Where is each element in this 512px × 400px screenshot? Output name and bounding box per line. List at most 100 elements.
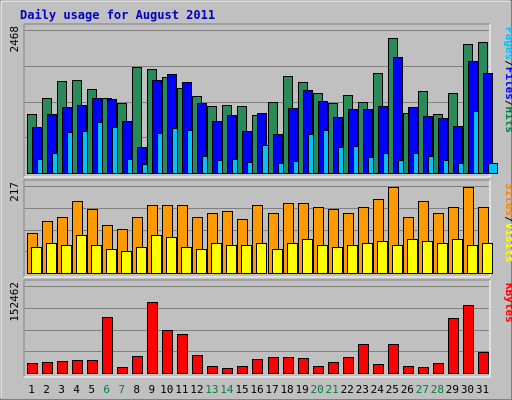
- bar-sites-30: [467, 245, 478, 274]
- bar-sites-5: [91, 245, 102, 274]
- legend-item: /: [503, 60, 512, 67]
- bar-sites-25: [392, 245, 403, 274]
- bar-sites-6: [106, 249, 117, 274]
- bar-kbytes-13: [207, 366, 218, 374]
- bar-sites-31: [482, 243, 493, 274]
- bar-sites-16: [256, 243, 267, 274]
- bar-sites-24: [377, 241, 388, 274]
- x-tick-label-28: 28: [431, 383, 444, 396]
- x-tick-label-30: 30: [461, 383, 474, 396]
- x-tick-label-10: 10: [160, 383, 173, 396]
- bar-kbytes-11: [177, 334, 188, 374]
- x-tick-label-13: 13: [205, 383, 218, 396]
- bar-kbytes-23: [358, 344, 369, 374]
- legend-item: KBytes: [503, 283, 512, 323]
- x-tick-label-29: 29: [446, 383, 459, 396]
- legend-item: Pages: [503, 27, 512, 60]
- bar-kbytes-6: [102, 317, 113, 374]
- bar-sites-22: [347, 245, 358, 274]
- x-tick-label-4: 4: [73, 383, 80, 396]
- bar-kbytes-7: [117, 367, 128, 374]
- bar-sites-3: [61, 245, 72, 274]
- bar-kbytes-2: [42, 362, 53, 374]
- bar-kbytes-12: [192, 355, 203, 374]
- panel-bot: 152462 KBytes: [8, 279, 512, 378]
- panel-mid: 217 Sites/Visits: [8, 179, 512, 278]
- x-tick-label-26: 26: [401, 383, 414, 396]
- bar-sites-26: [407, 239, 418, 274]
- bar-sites-20: [317, 245, 328, 274]
- legend-item: Hits: [503, 107, 512, 134]
- x-tick-label-12: 12: [190, 383, 203, 396]
- bar-sites-23: [362, 243, 373, 274]
- x-tick-label-31: 31: [476, 383, 489, 396]
- bar-sites-9: [151, 235, 162, 274]
- bar-pages-31: [488, 163, 498, 174]
- x-tick-label-24: 24: [371, 383, 385, 396]
- bar-kbytes-22: [343, 357, 354, 374]
- bar-sites-15: [241, 245, 252, 274]
- legend-item: /: [503, 216, 512, 223]
- x-tick-label-23: 23: [356, 383, 369, 396]
- bar-sites-12: [196, 249, 207, 274]
- bar-kbytes-31: [478, 352, 489, 374]
- bar-kbytes-26: [403, 366, 414, 374]
- bar-sites-17: [272, 249, 283, 274]
- x-tick-label-3: 3: [58, 383, 65, 396]
- y-max-label-top: 2468: [8, 26, 21, 53]
- bar-sites-13: [211, 243, 222, 274]
- bar-sites-7: [121, 251, 132, 274]
- x-axis-labels: 1 2 3 4 5 6 7 8 9 10 11 12 13 14 15 16 17 18 19 20 21 22 23 24 2…: [28, 383, 489, 396]
- legend-top: Pages/Files/Hits: [503, 27, 512, 133]
- legend-item: /: [503, 100, 512, 107]
- x-tick-label-7: 7: [118, 383, 125, 396]
- y-max-label-mid: 217: [8, 182, 21, 202]
- bar-sites-8: [136, 247, 147, 274]
- legend-mid: Sites/Visits: [503, 183, 512, 263]
- x-tick-label-8: 8: [133, 383, 140, 396]
- bar-sites-4: [76, 235, 87, 274]
- bar-sites-10: [166, 237, 177, 274]
- x-tick-label-27: 27: [416, 383, 429, 396]
- x-tick-label-1: 1: [28, 383, 35, 396]
- x-tick-label-17: 17: [265, 383, 278, 396]
- bar-sites-27: [422, 241, 433, 274]
- bar-kbytes-5: [87, 360, 98, 374]
- bar-kbytes-9: [147, 302, 158, 374]
- bar-sites-18: [287, 243, 298, 274]
- bar-files-31: [483, 73, 493, 174]
- bar-kbytes-19: [298, 358, 309, 374]
- bar-sites-29: [452, 239, 463, 274]
- legend-item: Sites: [503, 183, 512, 216]
- x-tick-label-19: 19: [295, 383, 308, 396]
- bar-sites-28: [437, 243, 448, 274]
- chart-title: Daily usage for August 2011: [20, 8, 215, 22]
- bar-kbytes-28: [433, 363, 444, 374]
- bar-sites-21: [332, 247, 343, 274]
- bar-kbytes-24: [373, 364, 384, 374]
- bar-kbytes-27: [418, 367, 429, 374]
- bar-kbytes-3: [57, 361, 68, 374]
- x-tick-label-2: 2: [43, 383, 50, 396]
- panels: 2468Pages/Files/Hits217Sites/Visits15246…: [8, 23, 512, 378]
- bar-kbytes-16: [252, 359, 263, 374]
- bar-sites-1: [31, 247, 42, 274]
- x-tick-label-14: 14: [220, 383, 234, 396]
- bar-files-25: [393, 57, 403, 174]
- x-tick-label-18: 18: [280, 383, 293, 396]
- x-tick-label-20: 20: [311, 383, 324, 396]
- x-tick-label-15: 15: [235, 383, 248, 396]
- bar-kbytes-8: [132, 356, 143, 374]
- bar-kbytes-29: [448, 318, 459, 374]
- bar-kbytes-20: [313, 366, 324, 374]
- bar-kbytes-17: [268, 357, 279, 374]
- y-max-label-bot: 152462: [8, 282, 21, 322]
- bar-sites-14: [226, 245, 237, 274]
- legend-item: Visits: [503, 223, 512, 263]
- x-tick-label-21: 21: [326, 383, 339, 396]
- legend-bot: KBytes: [503, 283, 512, 323]
- legend-item: Files: [503, 67, 512, 100]
- bar-kbytes-21: [328, 362, 339, 374]
